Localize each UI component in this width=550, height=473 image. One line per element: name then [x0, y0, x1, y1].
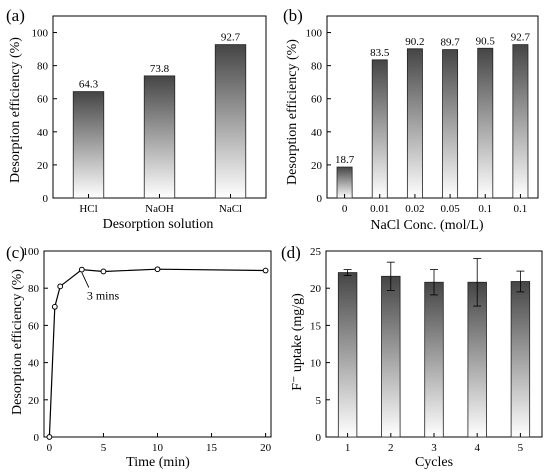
panel-c-plot: 0 20 40 60 80 100 0 5 10 15 20 3 mins — [23, 246, 272, 454]
data-label: 89.7 — [440, 37, 460, 49]
y-tick-label: 80 — [37, 61, 49, 73]
plot-frame — [326, 15, 539, 199]
data-point — [57, 283, 64, 290]
x-tick-label: 3 — [431, 442, 437, 454]
bar — [72, 91, 105, 199]
bar — [510, 281, 531, 438]
y-tick-label: 60 — [28, 320, 40, 332]
data-point — [51, 303, 58, 310]
panel-a-xlabel: Desorption solution — [103, 217, 214, 232]
x-tick-label: 0.1 — [478, 203, 492, 215]
data-label: 92.7 — [221, 32, 241, 44]
x-tick-label: 5 — [101, 442, 107, 454]
y-tick-label: 40 — [311, 127, 323, 139]
x-tick-label: 2 — [388, 442, 394, 454]
data-point — [100, 268, 107, 275]
panel-d-plot: 0 5 10 15 20 25 1 2 3 4 5 — [310, 246, 543, 454]
y-tick-label: 100 — [32, 28, 49, 40]
x-tick-label: 0.01 — [370, 203, 389, 215]
panel-b-label: (b) — [283, 6, 303, 25]
y-tick-label: 15 — [310, 320, 322, 332]
annotation-text: 3 mins — [87, 289, 120, 303]
y-tick-label: 5 — [316, 395, 322, 407]
y-tick-label: 60 — [37, 94, 49, 106]
bar — [371, 59, 388, 199]
x-tick-label: 1 — [345, 442, 351, 454]
x-tick-label: 20 — [260, 442, 272, 454]
x-tick-label: 4 — [474, 442, 480, 454]
series-line — [48, 268, 266, 438]
bar — [442, 49, 459, 199]
y-tick-label: 10 — [310, 358, 322, 370]
panel-c-label: (c) — [6, 243, 25, 262]
bar — [336, 166, 353, 199]
data-point — [262, 267, 269, 274]
x-tick-label: 0 — [342, 203, 348, 215]
panel-b-xlabel: NaCl Conc. (mol/L) — [370, 218, 483, 233]
x-tick-label: 5 — [518, 442, 524, 454]
bar — [143, 75, 176, 199]
panel-a-label: (a) — [6, 6, 25, 25]
bar — [406, 48, 423, 199]
y-tick-label: 20 — [310, 283, 322, 295]
y-tick-label: 100 — [23, 246, 40, 258]
y-tick-label: 80 — [311, 61, 323, 73]
y-tick-label: 0 — [34, 432, 40, 444]
x-tick-label: 15 — [206, 442, 218, 454]
panel-b-plot: 0 20 40 60 80 100 0 18.7 0.01 83.5 0.02 90.2 0.05 89.… — [306, 15, 539, 215]
y-tick-label: 20 — [37, 160, 49, 172]
x-tick-label: 10 — [152, 442, 164, 454]
data-label: 90.5 — [476, 35, 496, 47]
bar — [512, 44, 529, 199]
panel-a: (a) Desorption efficiency (%) Desorption… — [6, 6, 267, 232]
data-point — [46, 434, 53, 440]
bar — [477, 47, 494, 199]
data-point — [78, 266, 85, 273]
bar — [214, 44, 247, 199]
y-tick-label: 40 — [37, 127, 49, 139]
y-tick-label: 20 — [28, 395, 40, 407]
data-label: 92.7 — [511, 32, 531, 44]
bar — [424, 281, 444, 438]
bar — [337, 272, 358, 438]
data-label: 90.2 — [405, 36, 424, 48]
data-label: 73.8 — [150, 63, 170, 75]
panel-a-ylabel: Desorption efficiency (%) — [8, 37, 23, 183]
panel-d-ylabel: F⁻ uptake (mg/g) — [290, 293, 305, 391]
y-tick-label: 0 — [43, 193, 49, 205]
y-tick-label: 80 — [28, 283, 40, 295]
data-label: 64.3 — [79, 79, 99, 91]
y-tick-label: 60 — [311, 94, 323, 106]
y-tick-label: 20 — [311, 160, 323, 172]
panel-c-xlabel: Time (min) — [126, 455, 190, 470]
plot-frame — [43, 250, 272, 438]
x-tick-label: 0.1 — [514, 203, 528, 215]
panel-c: (c) Desorption efficiency (%) Time (min)… — [6, 243, 272, 470]
x-tick-label: 0.02 — [405, 203, 424, 215]
x-tick-label: NaCl — [219, 203, 242, 215]
y-tick-label: 40 — [28, 358, 40, 370]
bar — [381, 275, 401, 438]
panel-c-ylabel: Desorption efficiency (%) — [10, 269, 25, 415]
data-point — [154, 266, 161, 273]
panel-d-xlabel: Cycles — [415, 455, 453, 470]
panel-a-plot: 0 20 40 60 80 100 HCl 64.3 NaOH 73.8 NaCl 92.7 — [32, 15, 267, 215]
panel-d-label: (d) — [281, 243, 301, 262]
x-tick-label: NaOH — [145, 203, 174, 215]
data-label: 83.5 — [370, 47, 390, 59]
y-tick-label: 25 — [310, 246, 322, 258]
y-tick-label: 100 — [306, 28, 323, 40]
data-label: 18.7 — [335, 154, 355, 166]
x-tick-label: 0.05 — [440, 203, 460, 215]
x-tick-label: 0 — [47, 442, 53, 454]
y-tick-label: 0 — [317, 193, 323, 205]
panel-b-ylabel: Desorption efficiency (%) — [285, 39, 300, 185]
y-tick-label: 0 — [316, 432, 322, 444]
x-tick-label: HCl — [79, 203, 97, 215]
panel-b: (b) Desorption efficiency (%) NaCl Conc.… — [283, 6, 539, 233]
annotation-arrow — [81, 272, 90, 288]
